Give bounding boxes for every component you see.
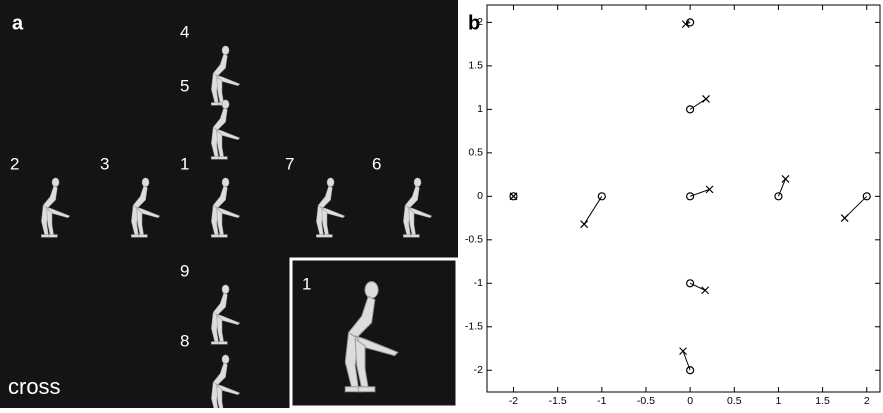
x-tick-label: 1 <box>776 395 782 407</box>
figure-label: 2 <box>10 154 19 173</box>
x-tick-label: -2 <box>509 395 518 407</box>
x-tick-label: -0.5 <box>637 395 655 407</box>
figure-label: 4 <box>180 22 189 41</box>
y-tick-label: -2 <box>474 364 483 376</box>
x-tick-label: -1.5 <box>549 395 567 407</box>
figure-label: 8 <box>180 331 189 350</box>
y-tick-label: -1 <box>474 277 483 289</box>
figure-label: 3 <box>100 154 109 173</box>
panel-a-background <box>0 0 458 408</box>
inset-label: 1 <box>302 274 311 293</box>
y-tick-label: 2 <box>477 16 483 28</box>
figure-label: 7 <box>285 154 294 173</box>
y-tick-label: 0 <box>477 190 483 202</box>
panel-b-background <box>458 0 883 408</box>
y-tick-label: 0.5 <box>468 147 483 159</box>
condition-caption: cross <box>8 374 61 399</box>
y-tick-label: 1 <box>477 103 483 115</box>
x-tick-label: 1.5 <box>815 395 830 407</box>
figure-label: 9 <box>180 261 189 280</box>
panel-a: a cross 1 <box>0 0 458 408</box>
panel-label: a <box>12 12 24 34</box>
y-tick-label: 1.5 <box>468 60 483 72</box>
x-tick-label: 0 <box>687 395 693 407</box>
x-tick-label: 0.5 <box>727 395 742 407</box>
y-tick-label: -0.5 <box>465 234 483 246</box>
x-tick-label: -1 <box>597 395 606 407</box>
figure-label: 1 <box>180 154 189 173</box>
x-tick-label: 2 <box>864 395 870 407</box>
figure-label: 6 <box>372 154 381 173</box>
figure: a cross 1 4 5 2 3 1 7 6 9 8 b -2 -1.5 -1 -0.5 0 0.5 1 1… <box>0 0 883 408</box>
y-tick-label: -1.5 <box>465 321 483 333</box>
panel-b: b <box>458 0 883 408</box>
figure-label: 5 <box>180 76 189 95</box>
